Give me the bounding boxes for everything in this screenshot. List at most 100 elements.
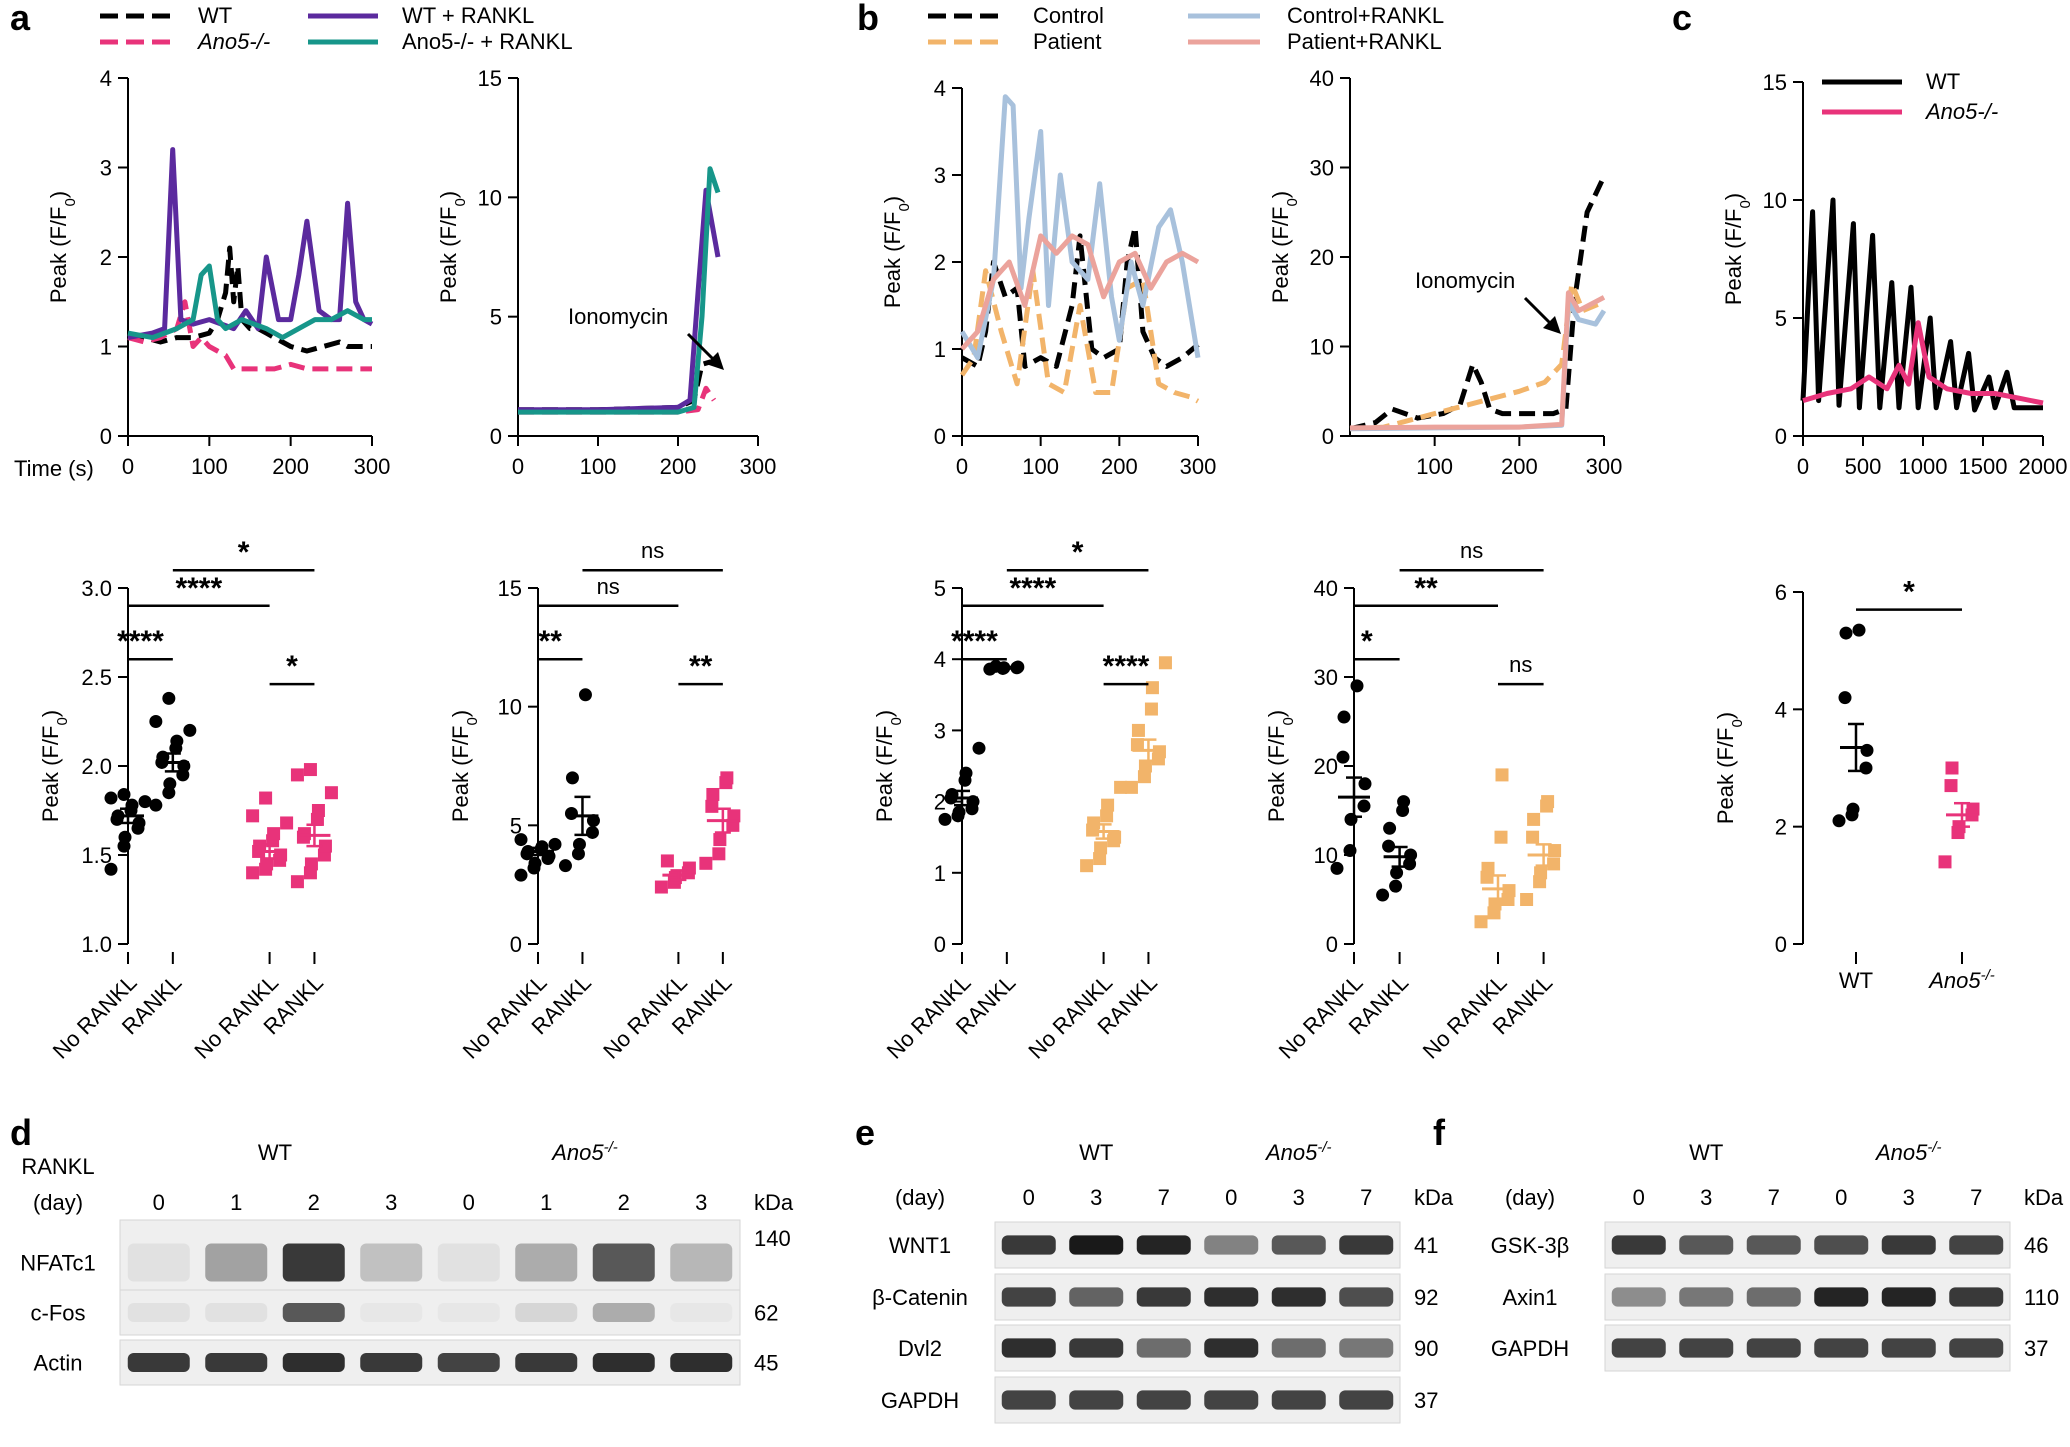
data-point — [1383, 821, 1397, 835]
data-point — [149, 715, 163, 728]
significance-label: ns — [1460, 538, 1483, 563]
trace-line-ano5- — [127, 299, 372, 372]
data-point — [132, 816, 146, 830]
x-tick-label: 200 — [272, 454, 309, 479]
blot-kda-value: 46 — [2024, 1233, 2048, 1258]
ionomycin-annotation: Ionomycin — [568, 304, 668, 329]
blot-band — [1271, 1287, 1326, 1307]
data-point — [290, 768, 304, 782]
trace-plot-a-left: 0 1 2 3 4 0 100 200 300 Peak (F/F0) — [46, 66, 390, 479]
significance-label: * — [286, 650, 298, 683]
x-tick-label: 0 — [956, 454, 968, 479]
blot-band — [205, 1353, 268, 1372]
trace-line-patient-rankl — [1349, 290, 1606, 431]
blot-band — [1679, 1235, 1734, 1255]
y-tick-label: 4 — [934, 647, 946, 672]
legend-a: WT Ano5-/- WT + RANKL Ano5-/- + RANKL — [100, 3, 573, 54]
blot-kda-header: kDa — [754, 1190, 794, 1215]
y-tick-label: 3 — [934, 163, 946, 188]
y-tick-label: 2 — [934, 250, 946, 275]
y-tick-label: 30 — [1314, 665, 1338, 690]
y-axis-label: Peak (F/F0) — [436, 191, 469, 303]
blot-protein-label: Axin1 — [1502, 1285, 1557, 1310]
data-point — [1131, 723, 1145, 737]
data-point — [572, 837, 586, 851]
blot-day-label: 1 — [540, 1190, 552, 1215]
y-tick-label: 1.0 — [81, 932, 112, 957]
data-point — [706, 787, 720, 801]
y-tick-label: 10 — [1763, 188, 1787, 213]
blot-day-header: (day) — [895, 1185, 945, 1210]
blot-band — [1949, 1235, 2004, 1255]
blot-band — [1271, 1235, 1326, 1255]
blot-band — [670, 1353, 733, 1372]
y-tick-label: 20 — [1314, 754, 1338, 779]
ionomycin-arrow-head — [706, 352, 724, 370]
y-axis-label: Peak (F/F0) — [46, 191, 79, 303]
y-tick-label: 1.5 — [81, 843, 112, 868]
blot-band — [1679, 1287, 1734, 1307]
data-point — [1382, 839, 1396, 853]
blot-day-label: 7 — [1970, 1185, 1982, 1210]
data-point — [1108, 830, 1122, 844]
data-point — [259, 791, 273, 805]
x-category-label: Ano5-/- — [1927, 967, 1995, 994]
data-point — [660, 854, 674, 868]
y-axis-label: Peak (F/F0) — [1264, 710, 1297, 822]
significance-label: **** — [1009, 572, 1056, 605]
blot-band — [360, 1243, 423, 1282]
data-point — [1094, 841, 1108, 855]
trace-line-wt-rankl — [518, 187, 721, 413]
blot-band — [360, 1303, 423, 1322]
blot-band — [1881, 1338, 1936, 1358]
blot-day-label: 3 — [1090, 1185, 1102, 1210]
blot-band — [437, 1353, 500, 1372]
trace-line-wt — [128, 245, 372, 354]
y-tick-label: 0 — [510, 932, 522, 957]
data-point — [514, 868, 528, 882]
y-tick-label: 3 — [934, 718, 946, 743]
legend-c: WT Ano5-/- — [1822, 69, 1998, 124]
x-tick-label: 300 — [354, 454, 391, 479]
y-axis-label: Peak (F/F0) — [1721, 193, 1754, 305]
y-tick-label: 10 — [1310, 335, 1334, 360]
blot-band — [1881, 1287, 1936, 1307]
data-point — [246, 809, 260, 823]
panel-label-d: d — [10, 1112, 32, 1153]
data-point — [1158, 656, 1172, 670]
data-point — [149, 798, 163, 812]
legend-b-patient-label: Patient — [1033, 29, 1102, 54]
data-point — [138, 795, 152, 809]
blot-group-header: Ano5-/- — [550, 1139, 618, 1166]
data-point — [1526, 830, 1540, 844]
y-tick-label: 1 — [934, 337, 946, 362]
data-point — [712, 847, 726, 861]
x-tick-label: 300 — [740, 454, 777, 479]
data-point — [1137, 770, 1151, 784]
blot-band — [1339, 1338, 1394, 1358]
significance-label: * — [1072, 536, 1084, 569]
x-tick-label: 300 — [1586, 454, 1623, 479]
ionomycin-arrow-shaft — [686, 332, 718, 364]
ionomycin-annotation: Ionomycin — [1415, 268, 1515, 293]
y-tick-label: 5 — [510, 813, 522, 838]
significance-label: ** — [1414, 572, 1438, 605]
blot-band — [1814, 1287, 1869, 1307]
blot-band — [1204, 1390, 1259, 1410]
blot-band — [592, 1303, 655, 1322]
blot-band — [1949, 1287, 2004, 1307]
y-axis-label: Peak (F/F0) — [1268, 191, 1301, 303]
data-point — [163, 777, 177, 791]
ionomycin-arrow-shaft — [1523, 296, 1555, 328]
data-point — [1145, 681, 1159, 695]
data-point — [1404, 848, 1418, 862]
blot-kda-value: 45 — [754, 1351, 778, 1376]
blot-kda-header: kDa — [1414, 1185, 1454, 1210]
blot-band — [670, 1303, 733, 1322]
x-tick-label: 0 — [122, 454, 134, 479]
blot-membrane — [1604, 1324, 2011, 1372]
blot-band — [1339, 1390, 1394, 1410]
trace-line-patient — [1349, 281, 1605, 432]
